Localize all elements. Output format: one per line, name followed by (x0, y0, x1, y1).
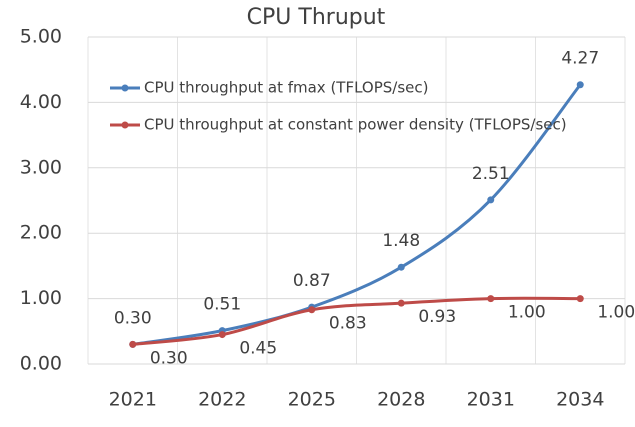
data-point (487, 196, 495, 204)
data-point (397, 263, 405, 271)
data-label: 0.45 (239, 339, 277, 359)
data-point (308, 306, 316, 314)
data-point (218, 331, 226, 339)
chart-title: CPU Thruput (247, 5, 386, 30)
y-tick-label: 2.00 (20, 222, 62, 244)
data-label: 0.30 (150, 348, 188, 368)
data-label: 4.27 (561, 49, 599, 69)
data-point (576, 81, 584, 89)
x-tick-label: 2031 (467, 389, 515, 411)
legend-marker (121, 84, 129, 92)
data-label: 1.00 (597, 303, 635, 323)
y-tick-label: 3.00 (20, 156, 62, 178)
data-label: 1.00 (508, 303, 546, 323)
data-point (487, 295, 495, 303)
data-label: 0.83 (329, 314, 367, 334)
legend-marker (121, 121, 129, 129)
data-label: 2.51 (472, 164, 510, 184)
y-tick-label: 4.00 (20, 91, 62, 113)
data-label: 0.87 (293, 271, 331, 291)
x-tick-label: 2021 (109, 389, 157, 411)
y-tick-label: 5.00 (20, 26, 62, 48)
legend-label: CPU throughput at constant power density… (144, 116, 567, 134)
series-line (132, 296, 581, 346)
legend-label: CPU throughput at fmax (TFLOPS/sec) (144, 79, 429, 97)
y-tick-label: 1.00 (20, 287, 62, 309)
data-label: 0.93 (418, 307, 456, 327)
data-label: 1.48 (382, 231, 420, 251)
data-label: 0.51 (203, 295, 241, 315)
x-tick-label: 2034 (556, 389, 604, 411)
x-tick-label: 2022 (198, 389, 246, 411)
y-tick-label: 0.00 (20, 353, 62, 375)
x-tick-label: 2028 (377, 389, 425, 411)
data-point (576, 295, 584, 303)
data-point (129, 340, 137, 348)
data-point (397, 299, 405, 307)
x-tick-label: 2025 (288, 389, 336, 411)
data-label: 0.30 (114, 308, 152, 328)
